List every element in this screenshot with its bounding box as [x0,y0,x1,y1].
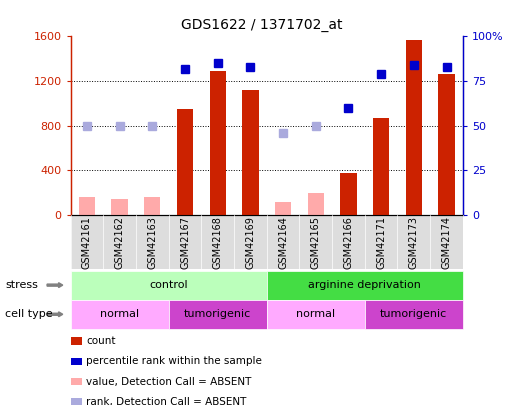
Text: arginine deprivation: arginine deprivation [309,280,421,290]
Bar [308,194,324,215]
Text: value, Detection Call = ABSENT: value, Detection Call = ABSENT [86,377,252,386]
Text: tumorigenic: tumorigenic [184,309,252,319]
Text: tumorigenic: tumorigenic [380,309,448,319]
Bar [111,198,128,215]
Bar [438,75,454,215]
Bar [275,202,291,215]
Bar [210,71,226,215]
Text: count: count [86,336,116,346]
Bar [79,197,95,215]
Text: rank, Detection Call = ABSENT: rank, Detection Call = ABSENT [86,397,247,405]
Text: GDS1622 / 1371702_at: GDS1622 / 1371702_at [181,18,342,32]
Text: percentile rank within the sample: percentile rank within the sample [86,356,262,366]
Bar [177,109,193,215]
Text: normal: normal [296,309,335,319]
Bar [340,173,357,215]
Text: stress: stress [5,280,38,290]
Text: normal: normal [100,309,139,319]
Text: control: control [150,280,188,290]
Bar [373,118,389,215]
Bar [406,40,422,215]
Text: cell type: cell type [5,309,53,319]
Bar [144,197,161,215]
Bar [242,90,258,215]
